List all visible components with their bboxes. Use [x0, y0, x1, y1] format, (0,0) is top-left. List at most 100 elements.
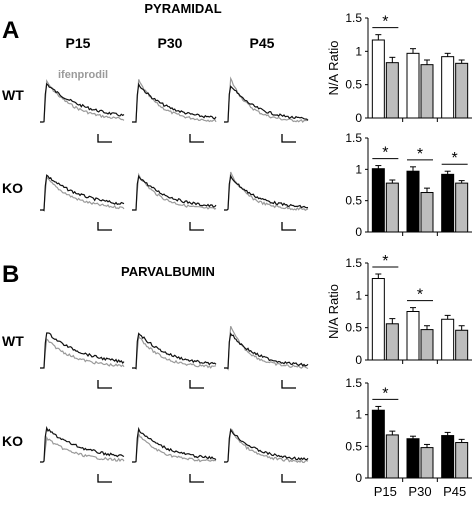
- panel-label-a: A: [2, 17, 19, 44]
- significance-star: *: [417, 287, 423, 304]
- bar: [371, 168, 385, 233]
- y-tick-label: 0: [355, 111, 362, 125]
- bar: [385, 323, 399, 361]
- bar: [420, 329, 434, 361]
- bar: [441, 173, 455, 233]
- ifenprodil-trace: [132, 333, 217, 370]
- scale-bar: [97, 222, 112, 231]
- row-label-b-ko: KO: [2, 433, 23, 449]
- bar-chart-b-ko: 0 0.5 1 1.5 P15 P30 P45 *: [345, 376, 472, 499]
- y-tick-label: 1: [355, 288, 362, 302]
- ifenprodil-trace: [132, 433, 217, 463]
- y-tick-label: 0.5: [345, 194, 362, 208]
- significance-star: *: [452, 150, 458, 167]
- control-trace: [40, 174, 125, 212]
- control-trace: [132, 174, 217, 211]
- bar: [420, 64, 434, 119]
- control-trace: [132, 82, 217, 123]
- control-trace: [132, 426, 217, 463]
- ifenprodil-label: ifenprodil: [58, 69, 108, 81]
- bar: [406, 438, 420, 479]
- control-trace: [40, 425, 125, 463]
- ifenprodil-trace: [224, 171, 309, 211]
- y-tick-label: 1: [355, 408, 362, 422]
- bar: [385, 434, 399, 479]
- y-tick-label: 0: [355, 353, 362, 367]
- scale-bar: [189, 222, 204, 231]
- ifenprodil-trace: [132, 79, 217, 123]
- y-tick-label: 0.5: [345, 321, 362, 335]
- ifenprodil-trace: [224, 325, 309, 371]
- scale-bar: [97, 134, 112, 143]
- bar: [441, 435, 455, 479]
- trace-layer: [40, 76, 309, 483]
- y-tick-label: 1.5: [345, 256, 362, 270]
- ifenprodil-trace: [224, 76, 309, 123]
- scale-bar: [281, 474, 296, 483]
- bar: [406, 52, 420, 119]
- bar: [406, 311, 420, 361]
- ifenprodil-trace: [40, 175, 125, 211]
- bar: [406, 170, 420, 233]
- control-trace: [224, 332, 309, 370]
- age-header-p15: P15: [66, 35, 91, 51]
- x-tick-label: P45: [443, 484, 466, 499]
- significance-star: *: [382, 385, 388, 402]
- y-tick-label: 0.5: [345, 78, 362, 92]
- y-tick-label: 0.5: [345, 439, 362, 453]
- age-header-p30: P30: [158, 35, 183, 51]
- bar: [371, 409, 385, 479]
- scale-bar: [97, 474, 112, 483]
- row-label-b-wt: WT: [2, 333, 24, 349]
- significance-star: *: [382, 14, 388, 31]
- section-title-pyramidal: PYRAMIDAL: [144, 1, 221, 16]
- scale-bar: [189, 474, 204, 483]
- ifenprodil-trace: [224, 427, 309, 464]
- control-trace: [224, 428, 309, 463]
- control-trace: [224, 174, 309, 211]
- y-tick-label: 1.5: [345, 376, 362, 390]
- bar-chart-a-wt: 0 0.5 1 1.5 N/A Ratio *: [326, 11, 472, 125]
- control-trace: [224, 85, 309, 123]
- bar: [455, 442, 469, 479]
- bar-chart-a-ko: 0 0.5 1 1.5 * * *: [345, 131, 472, 239]
- ifenprodil-trace: [40, 435, 125, 463]
- bar: [420, 447, 434, 479]
- y-tick-label: 1.5: [345, 131, 362, 145]
- bar: [385, 182, 399, 233]
- significance-star: *: [382, 145, 388, 162]
- y-axis-label: N/A Ratio: [326, 41, 341, 96]
- scale-bar: [189, 134, 204, 143]
- y-tick-label: 0: [355, 471, 362, 485]
- bar: [420, 192, 434, 233]
- bar: [455, 182, 469, 233]
- bar: [371, 278, 385, 361]
- bar: [385, 62, 399, 119]
- y-tick-label: 1.5: [345, 11, 362, 25]
- scale-bar: [281, 380, 296, 389]
- ifenprodil-trace: [40, 338, 125, 369]
- control-trace: [40, 82, 125, 123]
- y-tick-label: 1: [355, 162, 362, 176]
- scale-bar: [189, 380, 204, 389]
- x-tick-label: P15: [374, 484, 397, 499]
- significance-star: *: [417, 146, 423, 163]
- ifenprodil-trace: [40, 79, 125, 123]
- row-label-a-wt: WT: [2, 87, 24, 103]
- y-axis-label: N/A Ratio: [326, 284, 341, 339]
- age-header-p45: P45: [250, 35, 275, 51]
- bar: [455, 329, 469, 361]
- bar: [371, 39, 385, 119]
- bar-charts: 0 0.5 1 1.5 N/A Ratio * 0 0.5 1 1.5 * * * 0 0.5 1 1.5 N/A…: [326, 11, 472, 499]
- bar-chart-b-wt: 0 0.5 1 1.5 N/A Ratio * *: [326, 253, 472, 367]
- row-label-a-ko: KO: [2, 180, 23, 196]
- section-title-parvalbumin: PARVALBUMIN: [121, 264, 215, 279]
- scale-bar: [281, 222, 296, 231]
- panel-label-b: B: [2, 261, 19, 288]
- bar: [441, 318, 455, 361]
- y-tick-label: 1: [355, 44, 362, 58]
- scale-bar: [281, 134, 296, 143]
- bar: [455, 62, 469, 119]
